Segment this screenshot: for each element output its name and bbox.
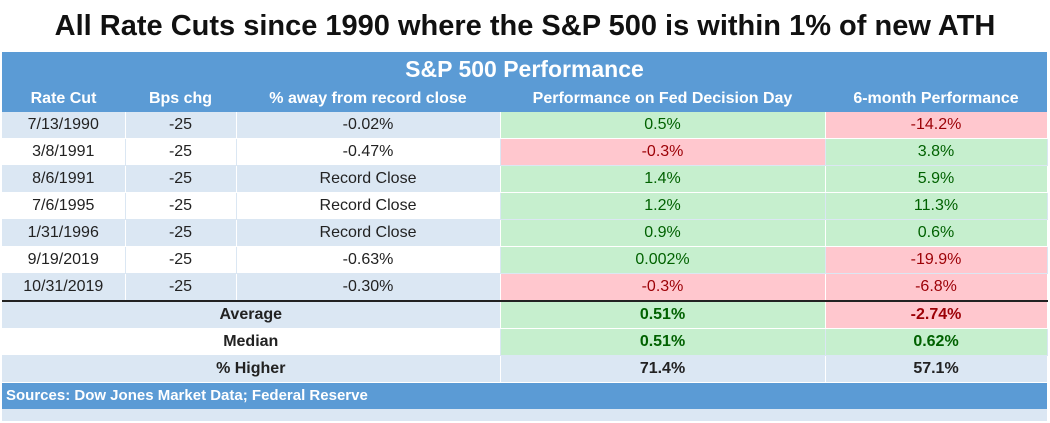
rate-cut-date: 7/13/1990: [2, 112, 126, 139]
rate-cut-date: 7/6/1995: [2, 192, 126, 220]
six-month-performance: 11.3%: [825, 192, 1048, 220]
rate-cut-date: 8/6/1991: [2, 165, 126, 193]
rate-cut-date: 9/19/2019: [2, 246, 126, 274]
bps-change: -25: [125, 192, 237, 220]
column-header: Bps chg: [125, 86, 236, 112]
away-from-record: Record Close: [236, 192, 501, 220]
summary-row: % Higher 71.4% 57.1%: [2, 355, 1048, 383]
bps-change: -25: [125, 165, 237, 193]
table-row: 7/6/1995 -25 Record Close 1.2% 11.3%: [2, 192, 1048, 220]
fed-day-performance: 0.9%: [500, 219, 826, 247]
column-header: % away from record close: [236, 86, 500, 112]
fed-day-performance: 1.4%: [500, 165, 826, 193]
table-row: 7/13/1990 -25 -0.02% 0.5% -14.2%: [2, 112, 1048, 139]
rate-cut-date: 1/31/1996: [2, 219, 126, 247]
summary-six-month: 57.1%: [825, 355, 1048, 383]
table-banner: S&P 500 Performance: [2, 52, 1047, 86]
six-month-performance: -19.9%: [825, 246, 1048, 274]
away-from-record: -0.02%: [236, 112, 501, 139]
rate-cut-date: 10/31/2019: [2, 273, 126, 302]
fed-day-performance: 1.2%: [500, 192, 826, 220]
fed-day-performance: -0.3%: [500, 273, 826, 302]
away-from-record: -0.30%: [236, 273, 501, 302]
summary-six-month: -2.74%: [825, 300, 1048, 329]
column-header: Rate Cut: [2, 86, 125, 112]
six-month-performance: 5.9%: [825, 165, 1048, 193]
performance-table: Rate Cut Bps chg % away from record clos…: [2, 86, 1048, 383]
summary-fed-day: 0.51%: [500, 300, 826, 329]
fed-day-performance: 0.002%: [500, 246, 826, 274]
summary-six-month: 0.62%: [825, 328, 1048, 356]
summary-label: % Higher: [2, 355, 501, 383]
chart-title: All Rate Cuts since 1990 where the S&P 5…: [54, 10, 996, 42]
away-from-record: Record Close: [236, 219, 501, 247]
six-month-performance: 3.8%: [825, 138, 1048, 166]
summary-row: Median 0.51% 0.62%: [2, 328, 1048, 356]
table-row: 3/8/1991 -25 -0.47% -0.3% 3.8%: [2, 138, 1048, 166]
summary-label: Average: [2, 300, 501, 329]
fed-day-performance: 0.5%: [500, 112, 826, 139]
summary-fed-day: 71.4%: [500, 355, 826, 383]
bps-change: -25: [125, 273, 237, 302]
bps-change: -25: [125, 246, 237, 274]
summary-fed-day: 0.51%: [500, 328, 826, 356]
summary-row: Average 0.51% -2.74%: [2, 300, 1048, 329]
away-from-record: Record Close: [236, 165, 501, 193]
column-header: Performance on Fed Decision Day: [500, 86, 825, 112]
column-header: 6-month Performance: [825, 86, 1047, 112]
table-row: 9/19/2019 -25 -0.63% 0.002% -19.9%: [2, 246, 1048, 274]
bps-change: -25: [125, 219, 237, 247]
performance-table-frame: S&P 500 Performance Rate Cut Bps chg % a…: [2, 52, 1048, 421]
header-row: Rate Cut Bps chg % away from record clos…: [2, 86, 1047, 112]
table-row: 8/6/1991 -25 Record Close 1.4% 5.9%: [2, 165, 1048, 193]
away-from-record: -0.63%: [236, 246, 501, 274]
table-row: 10/31/2019 -25 -0.30% -0.3% -6.8%: [2, 273, 1048, 302]
fed-day-performance: -0.3%: [500, 138, 826, 166]
six-month-performance: 0.6%: [825, 219, 1048, 247]
table-row: 1/31/1996 -25 Record Close 0.9% 0.6%: [2, 219, 1048, 247]
bps-change: -25: [125, 138, 237, 166]
bps-change: -25: [125, 112, 237, 139]
sources-footer: Sources: Dow Jones Market Data; Federal …: [2, 383, 1047, 409]
away-from-record: -0.47%: [236, 138, 501, 166]
six-month-performance: -14.2%: [825, 112, 1048, 139]
six-month-performance: -6.8%: [825, 273, 1048, 302]
summary-label: Median: [2, 328, 501, 356]
rate-cut-date: 3/8/1991: [2, 138, 126, 166]
